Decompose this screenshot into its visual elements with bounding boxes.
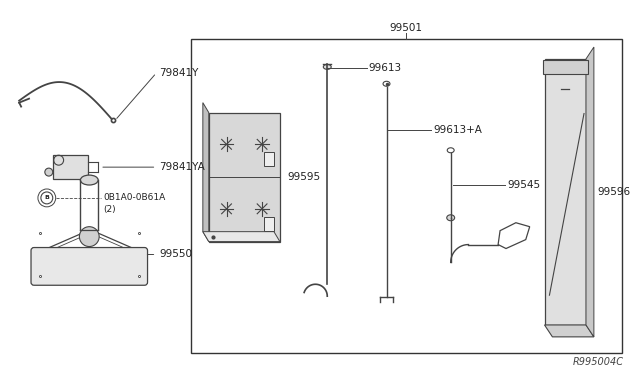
Bar [209,113,280,241]
FancyBboxPatch shape [31,247,148,285]
Ellipse shape [81,175,98,185]
Bar [264,217,274,231]
Text: 99501: 99501 [390,23,423,33]
Text: 79841YA: 79841YA [159,162,205,172]
Text: 99595: 99595 [288,172,321,182]
Ellipse shape [447,148,454,153]
Text: R995004C: R995004C [573,357,623,367]
Bar [191,39,621,353]
Text: 0B1A0-0B61A: 0B1A0-0B61A [103,193,165,202]
Text: 99545: 99545 [507,180,540,190]
Text: (2): (2) [103,205,116,214]
Polygon shape [203,232,280,241]
Ellipse shape [447,215,454,221]
Text: 79841Y: 79841Y [159,68,199,78]
Text: 99613: 99613 [369,63,402,73]
Bar [545,59,586,325]
Ellipse shape [323,64,332,69]
Polygon shape [203,103,209,241]
Polygon shape [545,325,594,337]
Circle shape [45,168,52,176]
Bar [543,60,588,74]
Bar [52,155,88,179]
Text: 99613+A: 99613+A [433,125,482,135]
Polygon shape [586,47,594,337]
Circle shape [79,227,99,247]
Text: 99596: 99596 [598,187,631,197]
Bar [264,152,274,166]
Text: B: B [44,195,49,201]
Circle shape [41,192,52,204]
Ellipse shape [383,81,390,86]
Text: 99550: 99550 [159,250,193,260]
